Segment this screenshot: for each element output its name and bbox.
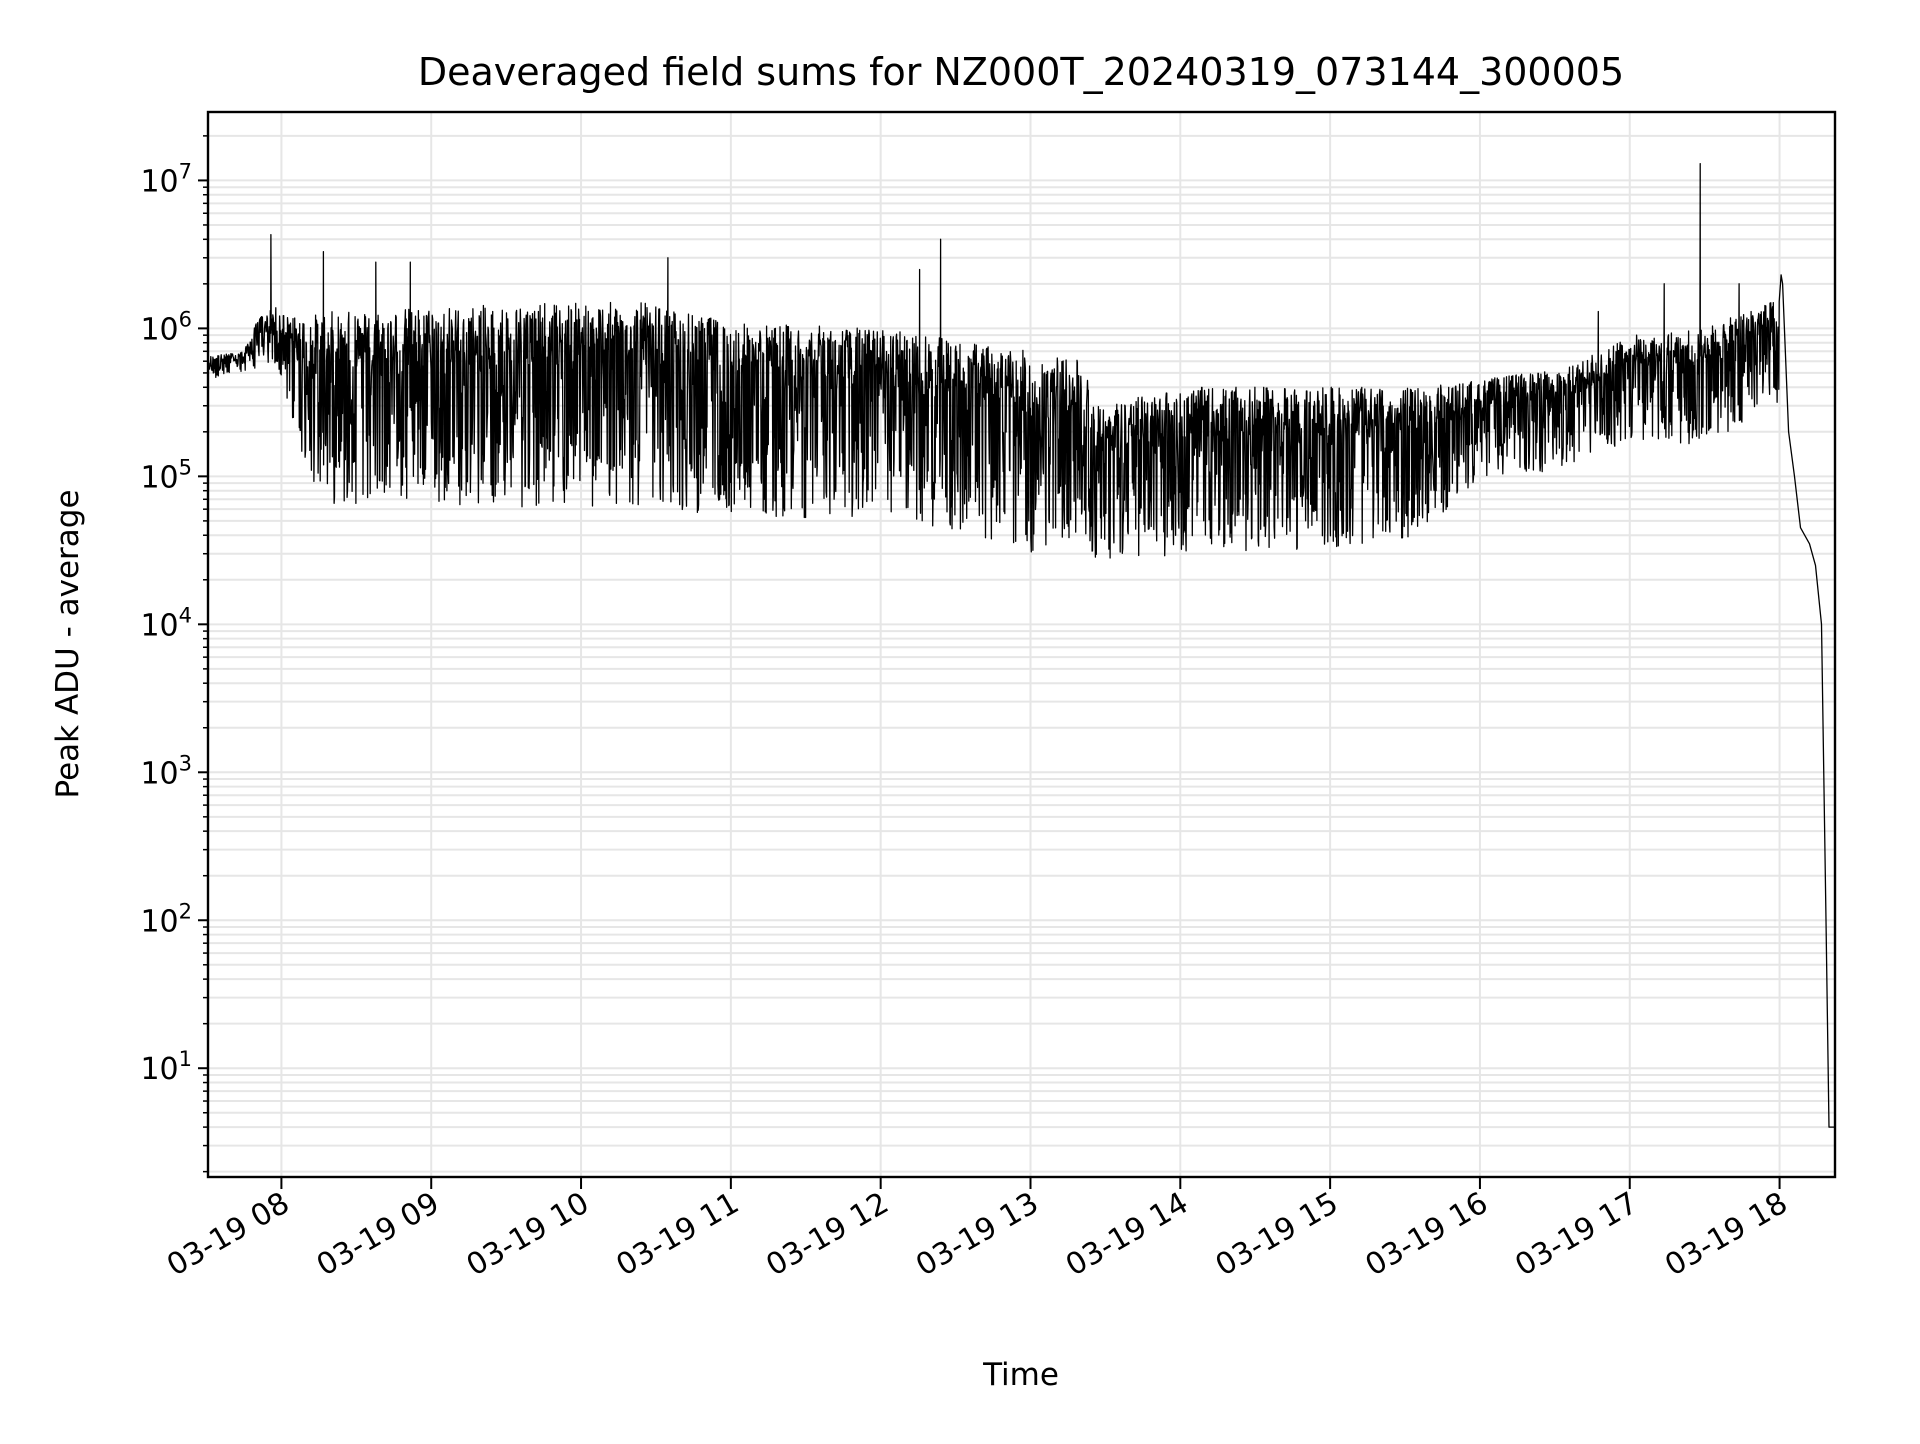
y-axis-label: Peak ADU - average	[50, 489, 86, 798]
x-tick-label: 03-19 17	[1509, 1186, 1643, 1284]
y-tick-label: 103	[140, 751, 192, 791]
y-tick-label: 102	[140, 899, 192, 939]
axes-frame	[208, 112, 1835, 1177]
x-tick-label: 03-19 10	[461, 1186, 595, 1284]
x-tick-label: 03-19 16	[1360, 1186, 1494, 1284]
x-tick-label: 03-19 12	[760, 1186, 894, 1284]
y-axis: 101 102 103 104 105 106 107	[140, 136, 208, 1172]
x-tick-label: 03-19 13	[910, 1186, 1044, 1284]
y-tick-label: 107	[140, 159, 192, 199]
grid	[208, 112, 1835, 1177]
y-tick-label: 104	[140, 603, 192, 643]
y-tick-label: 105	[140, 455, 192, 495]
x-axis-label: Time	[982, 1357, 1059, 1393]
data-line	[210, 164, 1836, 1128]
x-tick-label: 03-19 18	[1659, 1186, 1793, 1284]
x-tick-label: 03-19 11	[611, 1186, 745, 1284]
x-tick-label: 03-19 14	[1060, 1186, 1194, 1284]
y-tick-label: 101	[140, 1047, 192, 1087]
chart-title: Deaveraged field sums for NZ000T_2024031…	[418, 50, 1624, 94]
x-tick-label: 03-19 08	[161, 1186, 295, 1284]
series-line	[210, 164, 1836, 1128]
y-tick-label: 106	[140, 307, 192, 347]
x-tick-label: 03-19 15	[1210, 1186, 1344, 1284]
x-tick-label: 03-19 09	[311, 1186, 445, 1284]
